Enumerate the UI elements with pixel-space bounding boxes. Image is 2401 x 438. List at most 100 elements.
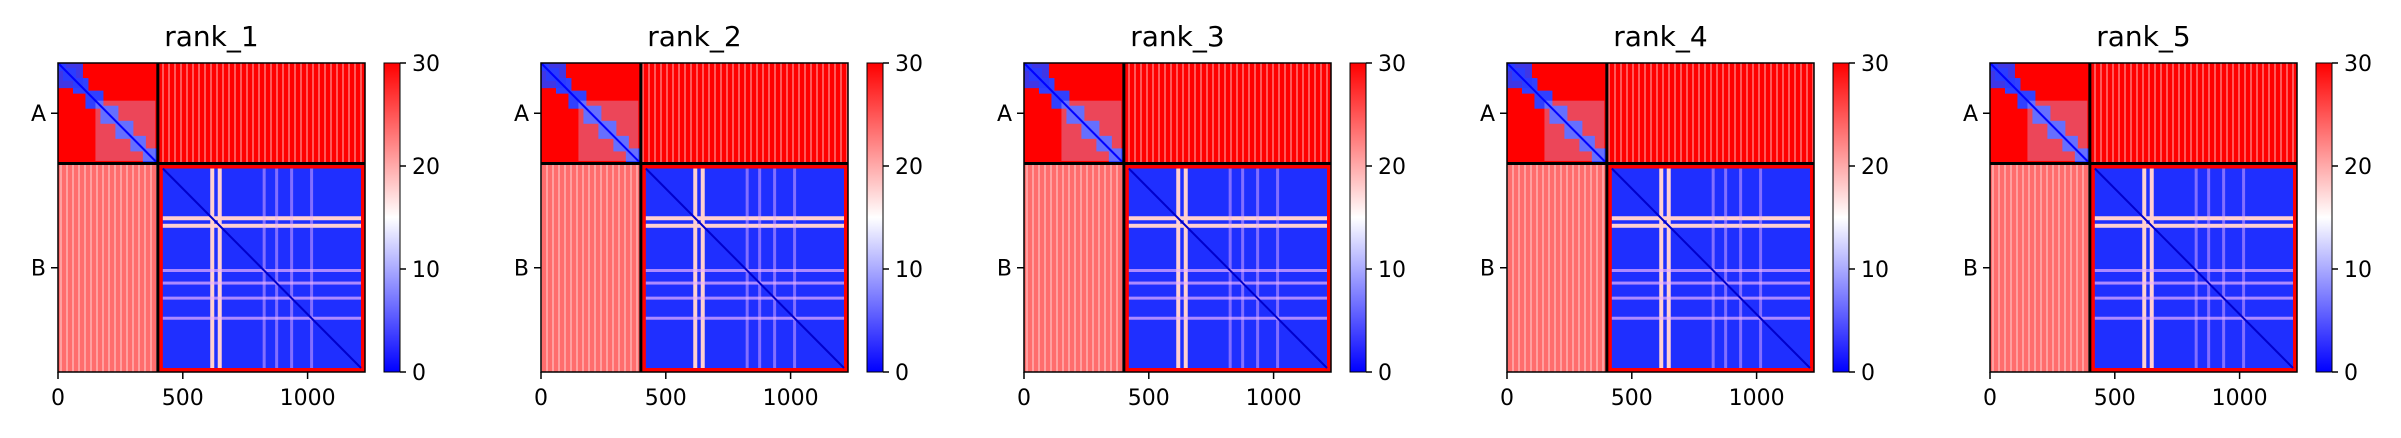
cbar-tick-label-30: 30: [1861, 52, 1889, 77]
gap-h-0: [1128, 216, 1327, 221]
block-BA-stripes: [1024, 163, 1124, 372]
band-h-3: [1128, 316, 1327, 320]
xtick-label-500: 500: [2094, 386, 2136, 411]
panel-5: rank_5 A B 0 500 1000 0 10 20 30: [1963, 20, 2372, 411]
band-h-0: [645, 269, 844, 272]
xtick-label-1000: 1000: [763, 386, 819, 411]
band-h-1: [1128, 281, 1327, 285]
band-h-2: [162, 296, 361, 300]
gap-h-0: [162, 216, 361, 221]
band-v-3: [310, 168, 314, 368]
band-v-1: [1724, 168, 1728, 368]
xtick-label-500: 500: [1128, 386, 1170, 411]
xtick-label-500: 500: [162, 386, 204, 411]
band-v-2: [1739, 168, 1743, 368]
block-AB: [1606, 63, 1814, 164]
ytick-label-A: A: [31, 102, 46, 127]
colorbar-frame: [383, 62, 401, 373]
cbar-tick-label-10: 10: [1861, 258, 1889, 283]
gap-v-1: [1183, 168, 1188, 368]
band-v-1: [1241, 168, 1245, 368]
gap-h-1: [162, 223, 361, 228]
cbar-tick-label-20: 20: [895, 155, 923, 180]
xtick-label-500: 500: [645, 386, 687, 411]
band-v-2: [773, 168, 777, 368]
gap-h-1: [645, 223, 844, 228]
panel-4: rank_4 A B 0 500 1000 0 10 20 30: [1480, 20, 1889, 411]
band-v-2: [1256, 168, 1260, 368]
colorbar: [867, 63, 883, 372]
band-v-1: [275, 168, 279, 368]
diagonal-B: [2094, 167, 2294, 369]
cbar-tick-label-0: 0: [412, 361, 426, 386]
colorbar-frame: [1349, 62, 1367, 373]
band-v-3: [793, 168, 797, 368]
panel-title: rank_3: [1130, 20, 1224, 53]
band-v-3: [2242, 168, 2246, 368]
cbar-tick-label-30: 30: [1378, 52, 1406, 77]
panel-2: rank_2 A B 0 500 1000 0 10 20 30: [514, 20, 923, 411]
band-h-1: [2094, 281, 2293, 285]
panel-1: rank_1 A B 0 500 1000 0 10 20 30: [31, 20, 440, 411]
gap-v-1: [2149, 168, 2154, 368]
block-BA-stripes: [541, 163, 641, 372]
cbar-tick-label-0: 0: [1378, 361, 1392, 386]
panel-3: rank_3 A B 0 500 1000 0 10 20 30: [997, 20, 1406, 411]
band-h-0: [1611, 269, 1810, 272]
band-h-2: [2094, 296, 2293, 300]
cbar-tick-label-20: 20: [1861, 155, 1889, 180]
gap-h-0: [1611, 216, 1810, 221]
axes-frame: [1989, 62, 2298, 373]
diagonal-B: [162, 167, 362, 369]
block-BA-stripes: [1507, 163, 1607, 372]
colorbar-frame: [2315, 62, 2333, 373]
block-BA-stripes: [1990, 163, 2090, 372]
block-AB: [640, 63, 848, 164]
diagonal-B: [645, 167, 845, 369]
cbar-tick-label-20: 20: [2344, 155, 2372, 180]
xtick-label-1000: 1000: [2212, 386, 2268, 411]
cbar-tick-label-20: 20: [1378, 155, 1406, 180]
colorbar: [384, 63, 400, 372]
panel-title: rank_1: [164, 20, 258, 53]
diagonal-B: [1128, 167, 1328, 369]
xtick-label-0: 0: [1983, 386, 1997, 411]
band-h-3: [2094, 316, 2293, 320]
cbar-tick-label-10: 10: [2344, 258, 2372, 283]
axes-frame: [57, 62, 366, 373]
colorbar-frame: [1832, 62, 1850, 373]
gap-v-0: [1176, 168, 1181, 368]
xtick-label-1000: 1000: [280, 386, 336, 411]
cbar-tick-label-10: 10: [412, 258, 440, 283]
diagonal-A: [1506, 62, 1608, 165]
gap-v-1: [217, 168, 222, 368]
panel-title: rank_5: [2096, 20, 2190, 53]
colorbar-frame: [866, 62, 884, 373]
band-h-1: [1611, 281, 1810, 285]
band-h-0: [2094, 269, 2293, 272]
gap-v-0: [1659, 168, 1664, 368]
diagonal-A: [1023, 62, 1125, 165]
colorbar: [1833, 63, 1849, 372]
colorbar: [1350, 63, 1366, 372]
colorbar: [2316, 63, 2332, 372]
cbar-tick-label-10: 10: [895, 258, 923, 283]
ytick-label-B: B: [31, 257, 46, 282]
band-v-3: [1759, 168, 1763, 368]
band-h-1: [645, 281, 844, 285]
xtick-label-0: 0: [51, 386, 65, 411]
gap-v-1: [1666, 168, 1671, 368]
xtick-label-500: 500: [1611, 386, 1653, 411]
gap-v-1: [700, 168, 705, 368]
cbar-tick-label-10: 10: [1378, 258, 1406, 283]
gap-v-0: [210, 168, 215, 368]
band-v-2: [2222, 168, 2226, 368]
ytick-label-A: A: [1963, 102, 1978, 127]
block-AB: [2089, 63, 2297, 164]
band-v-2: [290, 168, 294, 368]
cbar-tick-label-0: 0: [2344, 361, 2358, 386]
ytick-label-B: B: [514, 257, 529, 282]
xtick-label-0: 0: [1017, 386, 1031, 411]
panel-title: rank_4: [1613, 20, 1707, 53]
